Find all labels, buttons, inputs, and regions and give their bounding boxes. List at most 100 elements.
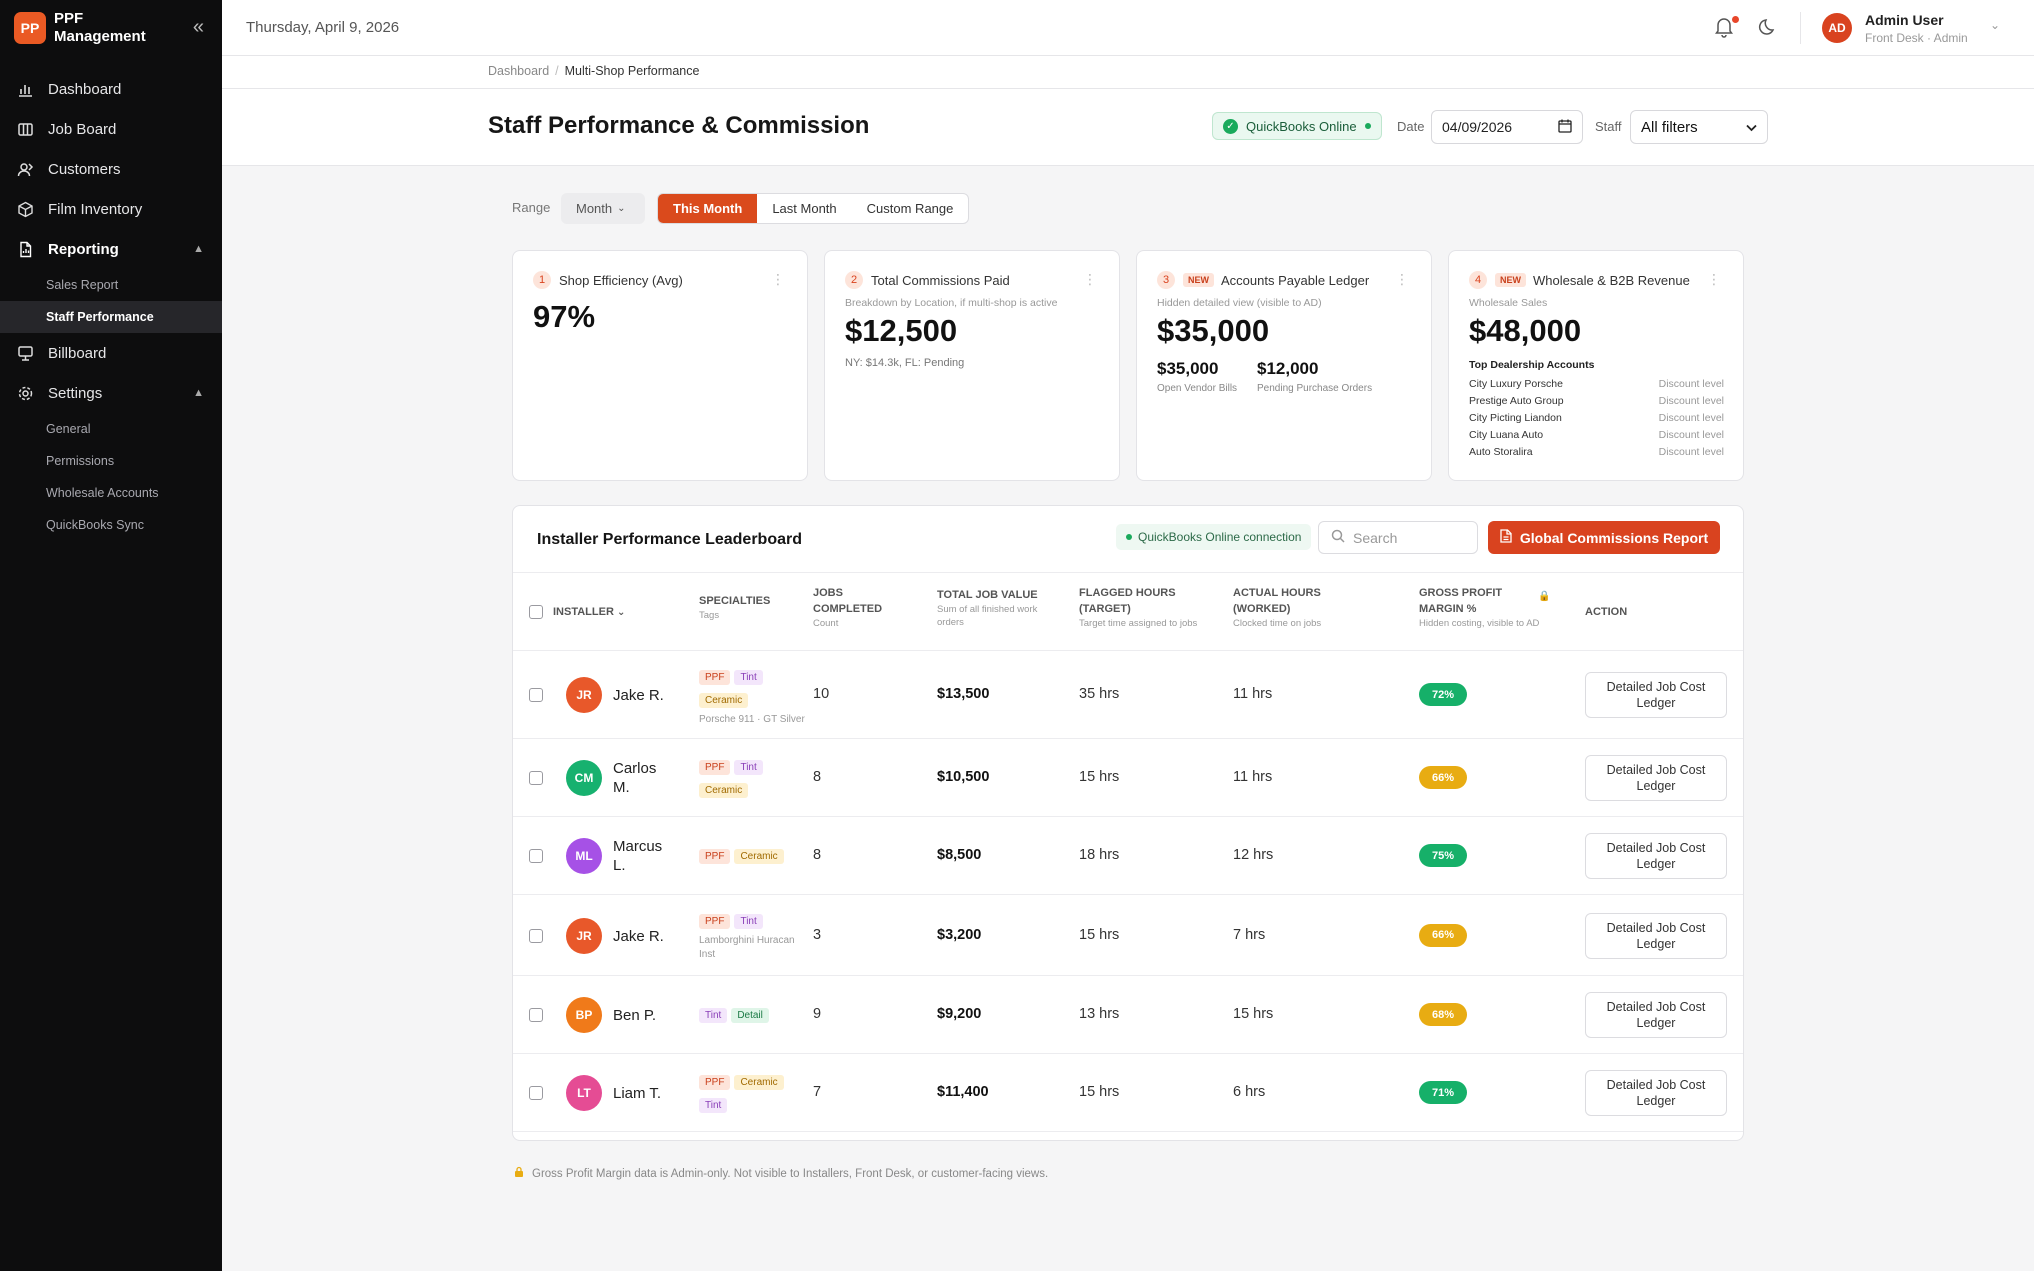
more-icon[interactable]: ⋮ <box>771 271 785 287</box>
row-checkbox[interactable] <box>529 928 543 943</box>
range-dropdown[interactable]: Month ⌄ <box>561 193 645 224</box>
date-value: 04/09/2026 <box>1442 119 1513 135</box>
current-date: Thursday, April 9, 2026 <box>246 19 400 36</box>
sidebar-subitem-wholesale-accounts[interactable]: Wholesale Accounts <box>46 486 159 500</box>
detailed-job-cost-ledger-button[interactable]: Detailed Job Cost Ledger <box>1585 672 1727 718</box>
installer-name[interactable]: Ben P. <box>613 1007 657 1024</box>
sidebar-item-settings[interactable]: Settings ▲ <box>0 373 222 413</box>
card-title: Wholesale & B2B Revenue <box>1533 272 1690 288</box>
avatar: JR <box>566 677 602 713</box>
footer-note: Gross Profit Margin data is Admin-only. … <box>514 1166 1048 1181</box>
column-installer[interactable]: INSTALLER ⌄ <box>553 604 625 621</box>
installer-name[interactable]: Marcus L. <box>613 838 663 874</box>
sidebar-subitem-general[interactable]: General <box>46 422 91 436</box>
sidebar-subitem-quickbooks-sync[interactable]: QuickBooks Sync <box>46 518 144 532</box>
more-icon[interactable]: ⋮ <box>1707 271 1721 287</box>
margin-badge: 66% <box>1419 923 1467 947</box>
table-row[interactable]: ML Marcus L. PPF Ceramic 8 $8,500 18 hrs … <box>513 817 1743 895</box>
sidebar-item-dashboard[interactable]: Dashboard <box>0 69 222 109</box>
detailed-job-cost-ledger-button[interactable]: Detailed Job Cost Ledger <box>1585 992 1727 1038</box>
card-subtitle: Wholesale Sales <box>1469 297 1548 309</box>
sidebar-subitem-permissions[interactable]: Permissions <box>46 454 115 468</box>
detailed-job-cost-ledger-button[interactable]: Detailed Job Cost Ledger <box>1585 912 1727 959</box>
avatar[interactable]: AD <box>1822 13 1852 43</box>
installer-name[interactable]: Carlos M. <box>613 760 657 796</box>
global-commissions-report-button[interactable]: Global Commissions Report <box>1488 521 1720 554</box>
row-checkbox[interactable] <box>529 1086 543 1100</box>
table-row[interactable]: BP Ben P. Tint Detail 9 $9,200 13 hrs 15 … <box>513 976 1743 1054</box>
range-option-last-month[interactable]: Last Month <box>772 201 837 216</box>
flagged-hours: 18 hrs <box>1079 847 1120 863</box>
card-note: NY: $14.3k, FL: Pending <box>845 357 965 369</box>
row-checkbox[interactable] <box>529 849 543 863</box>
list-item[interactable]: City Picting Liandon Discount level <box>1469 412 1724 429</box>
card-header: 2 Total Commissions Paid <box>845 271 1010 289</box>
specialty-tag: Ceramic <box>699 783 749 798</box>
more-icon[interactable]: ⋮ <box>1083 271 1097 287</box>
detailed-job-cost-ledger-button[interactable]: Detailed Job Cost Ledger <box>1585 833 1727 879</box>
sidebar-item-label: Settings <box>48 384 103 402</box>
margin-badge: 72% <box>1419 683 1467 706</box>
total-job-value: $11,400 <box>937 1084 989 1100</box>
table-row[interactable]: CM Carlos M. PPF Tint Ceramic 8 $10,500 15… <box>513 739 1743 817</box>
more-icon[interactable]: ⋮ <box>1395 271 1409 287</box>
chevron-down-icon[interactable]: ⌄ <box>1990 18 2001 32</box>
sidebar-item-reporting[interactable]: Reporting ▲ <box>0 229 222 269</box>
table-row[interactable]: LT Liam T. PPF Ceramic Tint 7 $11,400 15 h… <box>513 1054 1743 1132</box>
collapse-sidebar-icon[interactable]: « <box>192 16 204 38</box>
installer-name[interactable]: Jake R. <box>613 927 664 945</box>
actual-hours: 7 hrs <box>1233 926 1266 943</box>
detailed-job-cost-ledger-button[interactable]: Detailed Job Cost Ledger <box>1585 755 1727 801</box>
range-option-this-month[interactable]: This Month <box>658 194 758 223</box>
list-item[interactable]: City Luana Auto Discount level <box>1469 429 1724 446</box>
user-name[interactable]: Admin User <box>1865 12 1944 28</box>
detailed-job-cost-ledger-button[interactable]: Detailed Job Cost Ledger <box>1585 1070 1727 1116</box>
account-name: City Luana Auto <box>1469 429 1544 441</box>
mini-label: Pending Purchase Orders <box>1257 383 1373 394</box>
row-checkbox[interactable] <box>529 688 543 702</box>
list-item[interactable]: Prestige Auto Group Discount level <box>1469 395 1724 412</box>
column-label: JOBS COMPLETED <box>813 587 883 615</box>
column-sublabel: Hidden costing, visible to AD <box>1419 618 1540 629</box>
moon-icon[interactable] <box>1758 16 1778 43</box>
users-icon <box>16 160 34 178</box>
card-number-badge: 2 <box>845 271 863 289</box>
account-name: City Picting Liandon <box>1469 412 1562 424</box>
specialty-tag: Tint <box>734 670 763 685</box>
card-value: 97% <box>533 299 596 334</box>
kpi-card-wholesale-revenue: 4 NEW Wholesale & B2B Revenue ⋮ Wholesal… <box>1448 250 1744 481</box>
brand-name: PPF Management <box>54 9 146 45</box>
sidebar-item-label: Customers <box>48 160 121 178</box>
installer-name[interactable]: Jake R. <box>613 687 664 704</box>
status-dot <box>1364 123 1371 129</box>
sidebar-subitem-staff-performance[interactable]: Staff Performance <box>0 301 222 333</box>
date-input[interactable]: 04/09/2026 <box>1431 110 1583 144</box>
calendar-icon <box>1558 119 1572 136</box>
search-input[interactable]: Search <box>1318 521 1478 554</box>
list-item[interactable]: City Luxury Porsche Discount level <box>1469 378 1724 395</box>
column-sublabel: Tags <box>699 610 720 621</box>
bell-icon[interactable] <box>1714 16 1734 43</box>
top-bar: Thursday, April 9, 2026 AD Admin User Fr… <box>222 0 2034 56</box>
sidebar-item-billboard[interactable]: Billboard <box>0 333 222 373</box>
table-row[interactable]: JR Jake R. PPF Tint Ceramic Porsche 911 · G… <box>513 651 1743 739</box>
sidebar-item-customers[interactable]: Customers <box>0 149 222 189</box>
select-all-checkbox[interactable] <box>529 605 543 619</box>
row-checkbox[interactable] <box>529 1008 543 1022</box>
installer-name[interactable]: Liam T. <box>613 1085 662 1102</box>
table-row[interactable]: JR Jake R. PPF Tint Lamborghini Huracan In… <box>513 895 1743 976</box>
column-specialties: SPECIALTIES Tags <box>699 593 789 622</box>
row-checkbox[interactable] <box>529 771 543 785</box>
kpi-card-accounts-payable: 3 NEW Accounts Payable Ledger ⋮ Hidden d… <box>1136 250 1432 481</box>
breadcrumb-root[interactable]: Dashboard <box>488 64 550 78</box>
sidebar-item-label: Dashboard <box>48 80 122 98</box>
sidebar-subitem-sales-report[interactable]: Sales Report <box>46 278 119 292</box>
staff-select[interactable]: All filters <box>1630 110 1768 144</box>
list-item[interactable]: Auto Storalira Discount level <box>1469 446 1724 463</box>
range-option-custom-range[interactable]: Custom Range <box>866 201 954 216</box>
sidebar-item-job-board[interactable]: Job Board <box>0 109 222 149</box>
actual-hours: 11 hrs <box>1233 686 1273 702</box>
sidebar-item-film-inventory[interactable]: Film Inventory <box>0 189 222 229</box>
card-value: $12,500 <box>845 313 958 348</box>
kpi-card-shop-efficiency: 1 Shop Efficiency (Avg) ⋮ 97% <box>512 250 808 481</box>
